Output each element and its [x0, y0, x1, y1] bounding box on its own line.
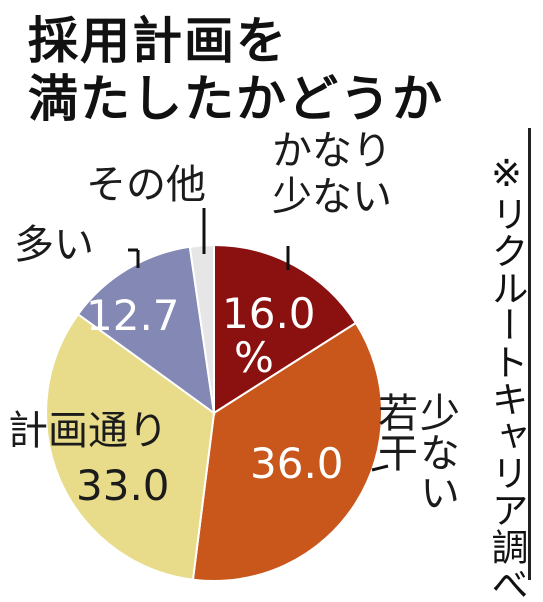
pie-slice-1	[191, 321, 384, 583]
chart-title: 採用計画を 満たしたかどうか	[28, 12, 444, 128]
leader-jakkan	[371, 464, 389, 472]
source-note: ※リクルートキャリア調べ	[485, 152, 528, 602]
pie-slice-0	[213, 243, 358, 415]
label-sonota: その他	[86, 162, 206, 208]
value-percent: %	[234, 333, 274, 382]
label-kanari-1: かなり	[272, 128, 392, 174]
source-divider	[528, 128, 531, 580]
value-keikaku: 33.0	[76, 461, 170, 510]
pie-slice-4	[188, 243, 215, 414]
pie-slice-2	[45, 312, 216, 581]
value-kanari: 16.0	[222, 289, 316, 338]
label-kanari-2: 少ない	[272, 174, 392, 220]
title-line-2: 満たしたかどうか	[28, 70, 444, 128]
value-jakkan: 36.0	[250, 439, 344, 488]
label-jakkan-1: 若干	[371, 392, 417, 472]
label-jakkan-2: 少ない	[413, 392, 459, 512]
label-keikaku: 計画通り	[8, 408, 168, 454]
pie-slices	[45, 243, 384, 583]
value-ooi: 12.7	[86, 291, 180, 340]
label-ooi: 多い	[14, 222, 94, 268]
pie-slice-3	[76, 245, 216, 416]
title-line-1: 採用計画を	[28, 12, 288, 70]
